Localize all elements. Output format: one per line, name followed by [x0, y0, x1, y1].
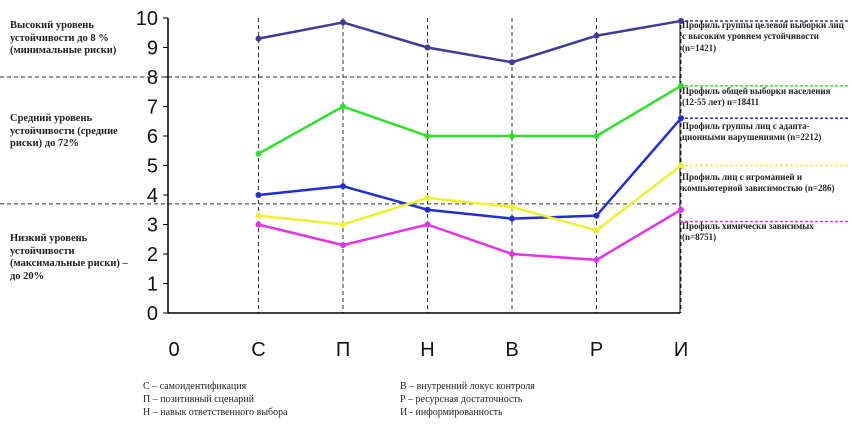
x-tick-label: 0	[168, 339, 179, 361]
legend-label-general-population: Профиль общей выборки населения (12-55 л…	[682, 86, 831, 108]
data-point	[255, 212, 262, 219]
series-line	[258, 19, 682, 64]
y-tick-label: 7	[147, 97, 158, 119]
x-tick-label: С	[251, 339, 265, 361]
data-point	[255, 221, 262, 228]
legend-label-chemical-addiction: Профиль химически зависимых (n=8751)	[682, 221, 814, 243]
key-item: Р – ресурсная достаточность	[400, 394, 523, 405]
data-point	[678, 206, 684, 213]
x-tick-label: Н	[420, 339, 434, 361]
data-point	[340, 221, 346, 228]
data-point	[593, 227, 600, 234]
data-point	[424, 206, 431, 213]
zone-label-medium: Средний уровень устойчивости (средние ри…	[10, 113, 118, 150]
abbreviation-key-left: С – самоидентификация П – позитивный сце…	[143, 380, 373, 419]
data-point	[340, 19, 346, 26]
series-lines	[255, 17, 848, 263]
zone-label-low: Низкий уровень устойчивости (максимальны…	[10, 233, 128, 282]
data-point	[255, 35, 262, 42]
axes	[163, 17, 681, 314]
data-point	[340, 103, 346, 110]
x-tick-label: Р	[590, 339, 603, 361]
data-point	[509, 133, 515, 139]
series-line	[258, 117, 682, 220]
y-tick-label: 10	[136, 8, 158, 30]
key-item: Н – навык ответственного выбора	[143, 407, 288, 418]
y-tick-label: 0	[147, 303, 158, 325]
y-tick-label: 1	[147, 274, 158, 296]
key-item: В – внутренний локус контроля	[400, 381, 535, 392]
data-point	[593, 133, 600, 139]
legend-label-gaming-addiction: Профиль лиц с игроманией и компьютерной …	[682, 172, 835, 194]
data-point	[424, 194, 431, 201]
y-tick-label: 6	[147, 126, 158, 148]
series-line	[257, 84, 682, 155]
series-line	[258, 164, 682, 232]
data-point	[424, 44, 431, 51]
y-tick-label: 4	[147, 185, 158, 207]
series-line	[258, 208, 682, 262]
data-point	[424, 133, 431, 139]
abbreviation-key-right: В – внутренний локус контроля Р – ресурс…	[400, 380, 630, 419]
legend-label-high-resilience: Профиль группы целевой выборки лиц с выс…	[682, 20, 844, 53]
data-point	[593, 212, 600, 219]
data-point	[593, 32, 600, 39]
y-tick-label: 9	[147, 38, 158, 60]
x-tick-label: И	[674, 339, 688, 361]
data-point	[340, 183, 346, 190]
y-tick-label: 3	[147, 215, 158, 237]
key-item: С – самоидентификация	[143, 381, 247, 392]
data-point	[509, 215, 515, 222]
data-point	[509, 59, 515, 66]
x-tick-label: В	[505, 339, 518, 361]
data-point	[509, 251, 515, 257]
y-tick-label: 2	[147, 244, 158, 266]
tick-labels: 0 1 2 3 4 5 6 7 8 9 10 0 С П Н В Р И	[136, 8, 688, 361]
data-point	[255, 150, 262, 157]
legend-label-adaptation-disorders: Профиль группы лиц с адапта-ционными нар…	[682, 121, 822, 143]
data-point	[424, 221, 431, 228]
data-point	[255, 192, 262, 198]
zone-label-high: Высокий уровень устойчивости до 8 % (мин…	[10, 20, 117, 57]
data-point	[509, 203, 515, 210]
data-point	[340, 242, 346, 249]
y-tick-label: 8	[147, 67, 158, 89]
key-item: И - информированность	[400, 407, 503, 418]
data-point	[593, 256, 600, 263]
x-tick-label: П	[336, 339, 350, 361]
y-tick-label: 5	[147, 156, 158, 178]
key-item: П – позитивный сценарий	[143, 394, 254, 405]
